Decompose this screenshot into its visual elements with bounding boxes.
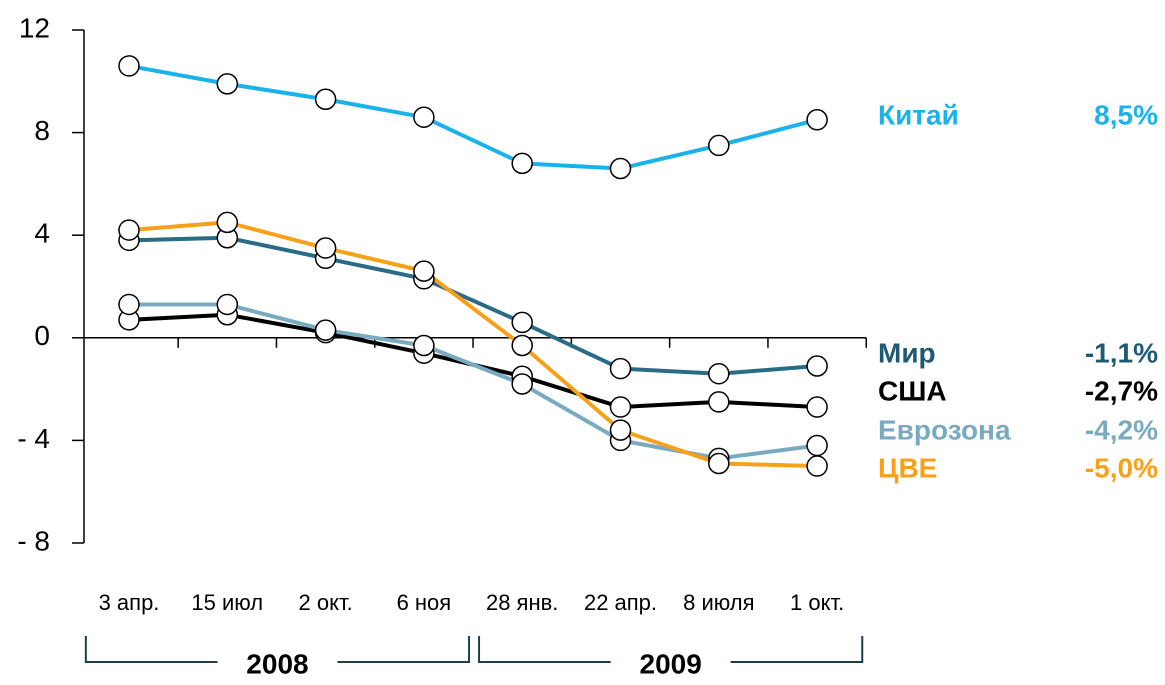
marker xyxy=(806,455,828,477)
x-tick-label: 22 апр. xyxy=(584,590,657,615)
marker xyxy=(806,396,828,418)
marker xyxy=(609,357,632,380)
legend-name: США xyxy=(878,375,947,406)
marker xyxy=(118,55,140,77)
y-tick-label: - 8 xyxy=(17,525,50,556)
marker xyxy=(708,362,730,385)
marker xyxy=(708,134,730,157)
marker xyxy=(609,157,632,180)
legend-value: -1,1% xyxy=(1085,337,1158,368)
legend-name: ЦВЕ xyxy=(878,452,937,483)
x-tick-label: 1 окт. xyxy=(790,590,844,615)
marker xyxy=(216,211,239,234)
y-tick-label: 12 xyxy=(19,12,50,43)
marker xyxy=(413,334,435,357)
marker xyxy=(806,109,828,131)
marker xyxy=(806,355,828,377)
y-tick-label: 4 xyxy=(34,218,50,249)
marker xyxy=(708,391,730,413)
marker xyxy=(609,419,632,441)
y-tick-label: - 4 xyxy=(17,423,50,454)
group-label: 2008 xyxy=(246,648,308,679)
marker xyxy=(118,293,140,316)
y-tick-label: 8 xyxy=(34,115,50,146)
legend-name: Китай xyxy=(878,99,959,130)
x-tick-label: 6 ноя xyxy=(397,590,452,615)
marker xyxy=(216,293,239,316)
x-tick-label: 2 окт. xyxy=(298,590,352,615)
series-line xyxy=(128,220,818,469)
x-tick-label: 28 янв. xyxy=(486,590,558,615)
legend-value: -5,0% xyxy=(1085,452,1158,483)
series-line xyxy=(128,63,818,171)
marker xyxy=(511,373,533,395)
group-bracket xyxy=(84,636,471,663)
marker xyxy=(413,260,435,282)
series-line xyxy=(128,235,818,376)
marker xyxy=(314,237,337,259)
marker xyxy=(511,152,533,175)
legend-name: Мир xyxy=(878,337,936,368)
x-tick-label: 3 апр. xyxy=(99,590,160,615)
y-tick-label: 0 xyxy=(34,320,50,351)
legend-value: -4,2% xyxy=(1085,414,1158,445)
marker xyxy=(609,396,632,418)
legend-value: 8,5% xyxy=(1094,99,1158,130)
x-tick-label: 8 июля xyxy=(683,590,754,615)
marker xyxy=(314,319,337,341)
legend-name: Еврозона xyxy=(878,414,1011,445)
legend-value: -2,7% xyxy=(1085,375,1158,406)
marker xyxy=(216,73,239,95)
marker xyxy=(708,452,730,475)
marker xyxy=(118,219,140,241)
marker xyxy=(511,311,533,334)
group-label: 2009 xyxy=(640,648,702,679)
series-line xyxy=(129,302,818,461)
marker xyxy=(413,106,435,128)
x-tick-label: 15 июл xyxy=(191,590,263,615)
marker xyxy=(511,334,533,357)
marker xyxy=(314,88,337,111)
marker xyxy=(806,434,828,457)
group-bracket xyxy=(478,636,864,663)
